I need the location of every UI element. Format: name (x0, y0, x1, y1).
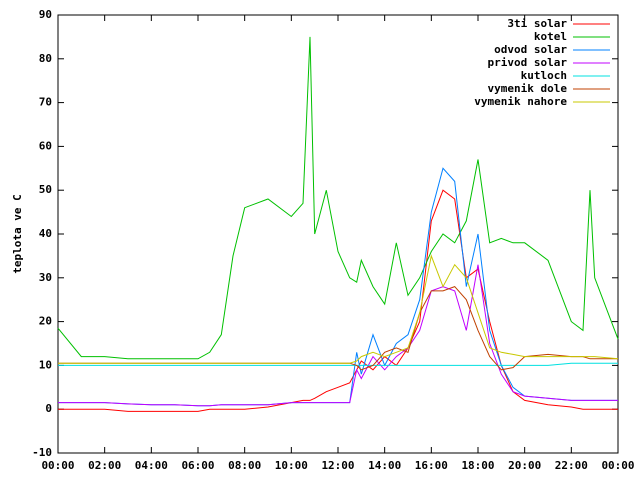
legend-label: privod solar (488, 56, 568, 69)
x-tick-label: 00:00 (41, 459, 74, 472)
y-tick-label: 50 (39, 183, 52, 196)
y-tick-label: 60 (39, 139, 52, 152)
y-tick-label: 0 (45, 402, 52, 415)
legend-label: odvod solar (494, 43, 567, 56)
x-tick-label: 06:00 (181, 459, 214, 472)
x-tick-label: 22:00 (555, 459, 588, 472)
series-line (58, 286, 618, 371)
legend-label: 3ti solar (507, 17, 567, 30)
y-tick-label: 20 (39, 315, 52, 328)
x-tick-label: 00:00 (601, 459, 634, 472)
x-tick-label: 16:00 (415, 459, 448, 472)
x-tick-label: 02:00 (88, 459, 121, 472)
series-line (58, 167, 618, 407)
series-line (57, 36, 619, 360)
series-line (58, 189, 618, 412)
y-tick-label: 10 (39, 358, 52, 371)
legend-label: vymenik dole (488, 82, 568, 95)
legend-label: vymenik nahore (474, 95, 567, 108)
y-axis-label: teplota ve C (11, 194, 24, 273)
y-tick-label: 80 (39, 52, 52, 65)
y-tick-label: -10 (32, 446, 52, 459)
legend-label: kotel (534, 30, 567, 43)
series-line (58, 362, 618, 366)
series-line (58, 264, 618, 407)
series-line (58, 254, 619, 364)
x-tick-label: 08:00 (228, 459, 261, 472)
y-tick-label: 70 (39, 96, 52, 109)
x-tick-label: 12:00 (321, 459, 354, 472)
x-tick-label: 10:00 (275, 459, 308, 472)
x-tick-label: 18:00 (461, 459, 494, 472)
y-tick-label: 30 (39, 271, 52, 284)
y-tick-label: 90 (39, 8, 52, 21)
legend-label: kutloch (521, 69, 567, 82)
x-tick-label: 04:00 (135, 459, 168, 472)
x-tick-label: 14:00 (368, 459, 401, 472)
y-tick-label: 40 (39, 227, 52, 240)
x-tick-label: 20:00 (508, 459, 541, 472)
